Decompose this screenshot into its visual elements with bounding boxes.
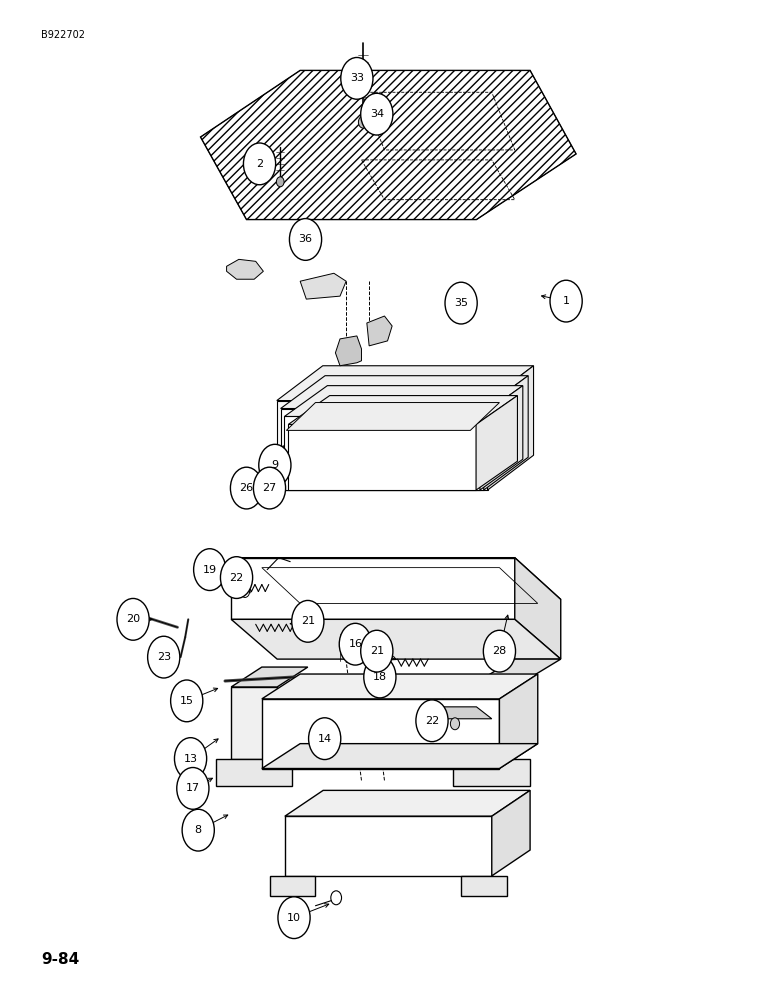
- Polygon shape: [476, 396, 517, 490]
- Circle shape: [361, 93, 393, 135]
- Polygon shape: [453, 759, 530, 786]
- Polygon shape: [231, 687, 277, 759]
- Polygon shape: [231, 558, 515, 619]
- Polygon shape: [469, 659, 560, 687]
- Text: 17: 17: [186, 783, 200, 793]
- Polygon shape: [480, 386, 523, 490]
- Circle shape: [550, 280, 582, 322]
- Circle shape: [171, 680, 203, 722]
- Polygon shape: [515, 558, 560, 659]
- Polygon shape: [231, 619, 560, 659]
- Circle shape: [339, 623, 371, 665]
- Polygon shape: [499, 674, 538, 768]
- Polygon shape: [216, 759, 293, 786]
- Polygon shape: [262, 744, 538, 768]
- Circle shape: [340, 57, 373, 99]
- Circle shape: [147, 636, 180, 678]
- Circle shape: [483, 630, 516, 672]
- Circle shape: [230, 467, 262, 509]
- Polygon shape: [262, 674, 538, 699]
- Text: 36: 36: [299, 234, 313, 244]
- Polygon shape: [201, 70, 576, 220]
- Polygon shape: [231, 667, 308, 687]
- Text: 34: 34: [370, 109, 384, 119]
- Circle shape: [221, 557, 252, 598]
- Text: 20: 20: [126, 614, 141, 624]
- Circle shape: [445, 282, 477, 324]
- Text: 19: 19: [203, 565, 217, 575]
- Text: 26: 26: [239, 483, 253, 493]
- Polygon shape: [231, 558, 560, 599]
- Polygon shape: [488, 366, 533, 490]
- Circle shape: [361, 630, 393, 672]
- Text: 9: 9: [271, 460, 279, 470]
- Polygon shape: [280, 409, 484, 490]
- Polygon shape: [469, 687, 515, 759]
- Text: 35: 35: [454, 298, 468, 308]
- Circle shape: [182, 809, 215, 851]
- Circle shape: [309, 718, 340, 760]
- Circle shape: [194, 549, 226, 590]
- Polygon shape: [277, 401, 488, 490]
- Circle shape: [450, 718, 459, 730]
- Text: 23: 23: [157, 652, 171, 662]
- Circle shape: [416, 700, 448, 742]
- Circle shape: [243, 143, 276, 185]
- Polygon shape: [288, 424, 476, 490]
- Circle shape: [240, 586, 249, 597]
- Text: 22: 22: [425, 716, 439, 726]
- Text: 33: 33: [350, 73, 364, 83]
- Circle shape: [174, 738, 207, 779]
- Circle shape: [278, 897, 310, 939]
- Text: 8: 8: [195, 825, 201, 835]
- Text: 28: 28: [493, 646, 506, 656]
- Text: 16: 16: [348, 639, 362, 649]
- Circle shape: [290, 219, 322, 260]
- Circle shape: [259, 444, 291, 486]
- Text: 21: 21: [301, 616, 315, 626]
- Text: 10: 10: [287, 913, 301, 923]
- Polygon shape: [280, 376, 528, 409]
- Text: 22: 22: [229, 573, 244, 583]
- Polygon shape: [285, 790, 530, 816]
- Polygon shape: [284, 386, 523, 416]
- Circle shape: [292, 600, 324, 642]
- Polygon shape: [262, 699, 499, 768]
- Circle shape: [177, 768, 209, 809]
- Text: 1: 1: [563, 296, 570, 306]
- Text: 21: 21: [370, 646, 384, 656]
- Circle shape: [276, 177, 284, 187]
- Polygon shape: [367, 316, 392, 346]
- Polygon shape: [492, 790, 530, 876]
- Circle shape: [253, 467, 286, 509]
- Circle shape: [364, 656, 396, 698]
- Text: 14: 14: [317, 734, 332, 744]
- Text: 2: 2: [256, 159, 263, 169]
- Polygon shape: [335, 336, 361, 366]
- Polygon shape: [285, 816, 492, 876]
- Circle shape: [358, 116, 367, 128]
- Polygon shape: [284, 416, 480, 490]
- Circle shape: [331, 891, 341, 905]
- Polygon shape: [277, 366, 533, 401]
- Text: 13: 13: [184, 754, 198, 764]
- Polygon shape: [288, 396, 517, 424]
- Polygon shape: [431, 707, 492, 719]
- Polygon shape: [269, 876, 316, 896]
- Text: 15: 15: [180, 696, 194, 706]
- Circle shape: [418, 414, 428, 426]
- Polygon shape: [286, 403, 499, 430]
- Text: 27: 27: [262, 483, 276, 493]
- Polygon shape: [300, 273, 346, 299]
- Polygon shape: [461, 876, 507, 896]
- Circle shape: [117, 598, 149, 640]
- Text: 9-84: 9-84: [41, 952, 80, 967]
- Text: B922702: B922702: [41, 30, 85, 40]
- Polygon shape: [484, 376, 528, 490]
- Polygon shape: [226, 259, 263, 279]
- Text: 18: 18: [373, 672, 387, 682]
